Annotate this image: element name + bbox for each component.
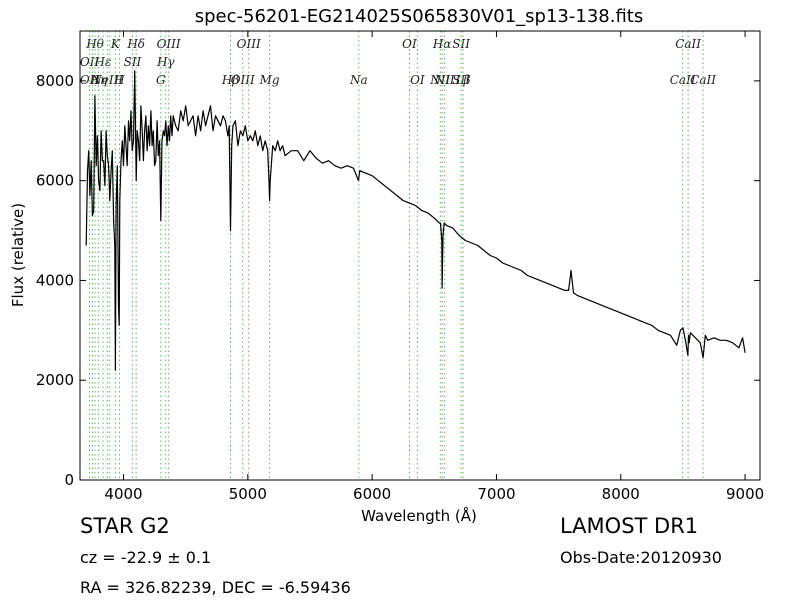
line-label: Na <box>349 73 368 87</box>
y-tick-label: 4000 <box>36 271 74 289</box>
y-tick-label: 2000 <box>36 371 74 389</box>
line-label: H <box>113 73 125 87</box>
line-label: NII <box>429 73 450 87</box>
line-label: Lβ <box>455 73 471 87</box>
x-tick-label: 6000 <box>353 485 391 503</box>
line-label: K <box>110 37 121 51</box>
class-label: STAR G2 <box>80 514 170 538</box>
x-tick-label: 7000 <box>477 485 515 503</box>
spectrum-series <box>85 70 746 371</box>
x-tick-label: 5000 <box>229 485 267 503</box>
coordinates: RA = 326.82239, DEC = -6.59436 <box>80 578 351 597</box>
line-label: G <box>156 73 166 87</box>
line-label: Hδ <box>126 37 145 51</box>
line-label: NII <box>434 73 455 87</box>
y-tick-label: 8000 <box>36 72 74 90</box>
obs-date: Obs-Date:20120930 <box>560 548 722 567</box>
line-label: Hγ <box>156 55 175 69</box>
x-tick-label: 4000 <box>104 485 142 503</box>
cz-value: cz = -22.9 ± 0.1 <box>80 548 212 567</box>
line-label: Hε <box>94 55 112 69</box>
x-tick-label: 8000 <box>602 485 640 503</box>
line-label: CaII <box>670 73 696 87</box>
line-label: Hθ <box>85 37 104 51</box>
line-label: Hα <box>432 37 452 51</box>
line-label: OI <box>410 73 425 87</box>
y-tick-label: 0 <box>64 471 74 489</box>
line-label: OIII <box>157 37 181 51</box>
line-label: Hβ <box>221 73 239 87</box>
line-label: OIII <box>237 37 261 51</box>
chart-title: spec-56201-EG214025S065830V01_sp13-138.f… <box>195 6 643 27</box>
y-axis-label: Flux (relative) <box>9 203 27 307</box>
line-label: CaII <box>690 73 716 87</box>
line-label: SII <box>124 55 142 69</box>
line-label: SII <box>452 37 470 51</box>
x-axis-label: Wavelength (Å) <box>361 506 477 525</box>
line-label: SII <box>452 73 470 87</box>
plot-frame <box>79 30 761 481</box>
emission-lines: OIIOIIHθHηHεNeIIIKHSIIHδGHγOIIIHβOIIIOII… <box>80 31 716 480</box>
line-label: CaII <box>675 37 701 51</box>
line-label: Mg <box>259 73 280 87</box>
axis-ticks: 4000 5000 6000 7000 8000 9000 0 2000 4000 6000 800… <box>36 31 764 503</box>
y-tick-label: 6000 <box>36 172 74 190</box>
x-tick-label: 9000 <box>726 485 764 503</box>
spectrum-line <box>85 70 746 371</box>
line-label: OI <box>402 37 417 51</box>
line-label: OIII <box>231 73 255 87</box>
survey-label: LAMOST DR1 <box>560 514 699 538</box>
